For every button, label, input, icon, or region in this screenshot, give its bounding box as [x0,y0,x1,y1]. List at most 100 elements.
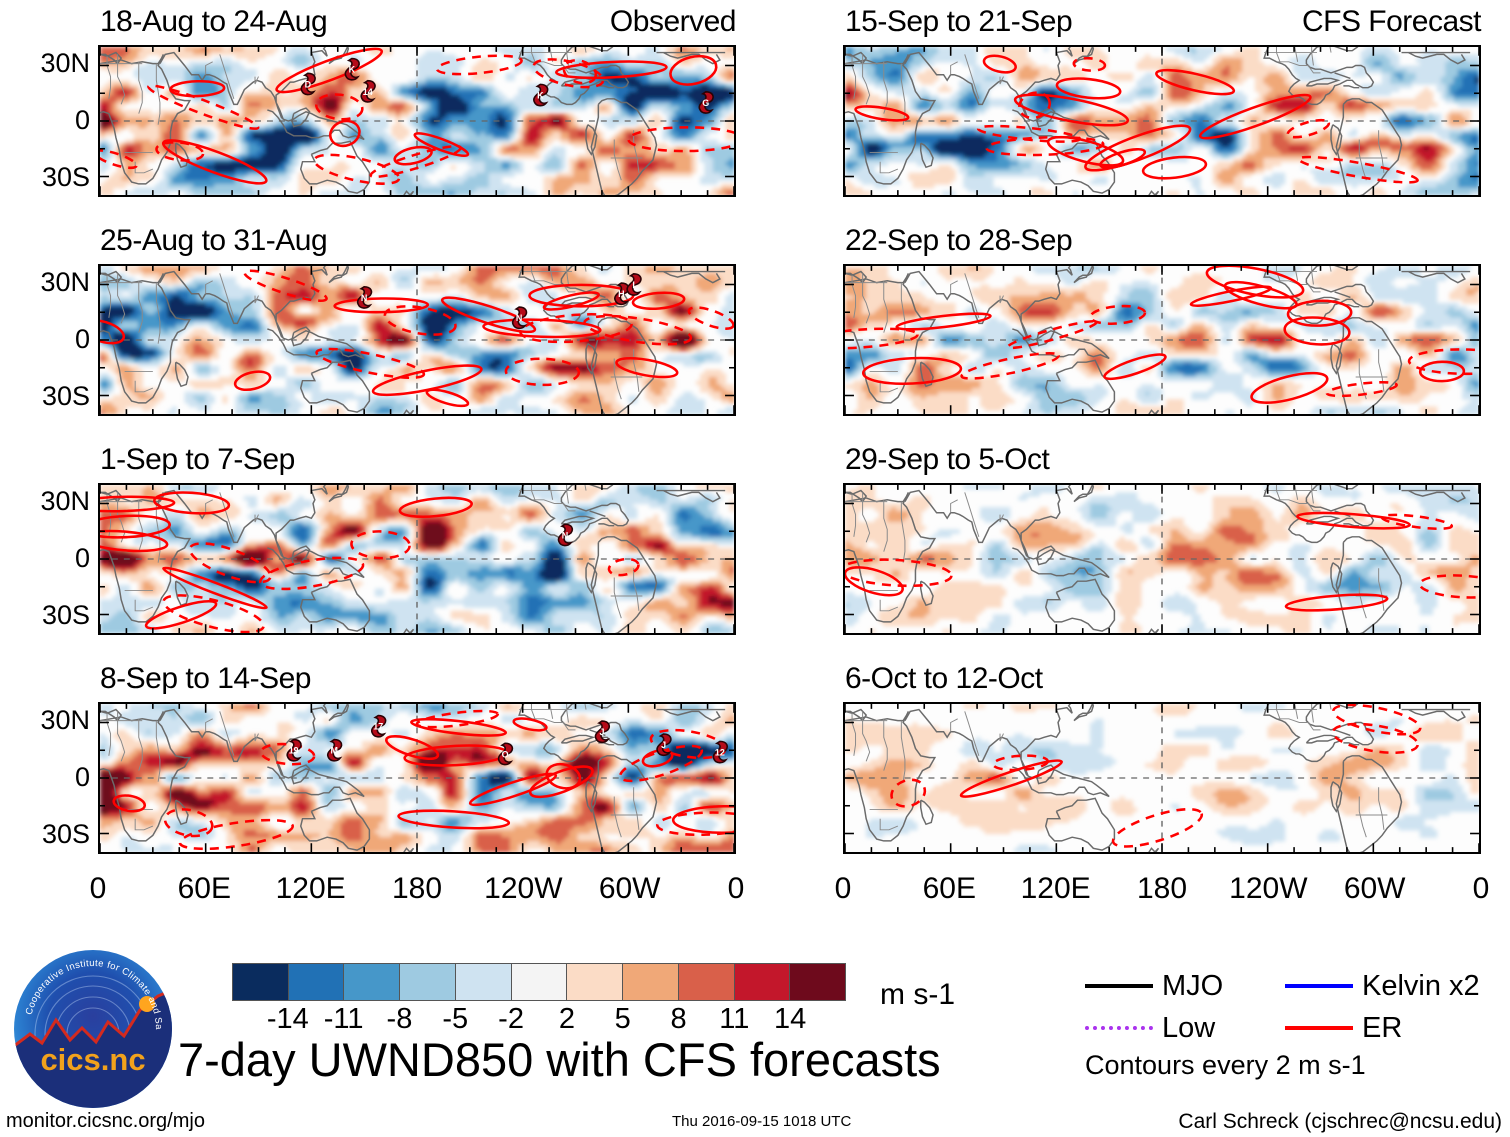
map-canvas-fcs-1 [845,47,1479,195]
axis-ticks [100,266,734,414]
map-panel-fcs-1[interactable] [843,45,1481,197]
footer-timestamp: Thu 2016-09-15 1018 UTC [672,1113,851,1130]
colorbar-segment-4 [455,964,512,1000]
legend-item-kelvin-x2: Kelvin x2 [1285,970,1505,1003]
panel-title-fcs-2: 22-Sep to 28-Sep [845,224,1073,258]
x-axis-tick-label: 180 [1117,872,1207,906]
map-panel-obs-3[interactable]: N [98,483,736,635]
x-axis-tick-label: 0 [798,872,888,906]
y-axis-label: 0 [0,324,90,355]
legend-line-swatch [1285,984,1353,988]
coastlines [845,704,1471,852]
x-axis-tick-label: 0 [691,872,781,906]
cics-nc-logo: Cooperative Institute for Climate and Sa… [9,940,174,1110]
colorbar-tick-labels: -14 -11 -8 -5 -2 2 5 8 11 14 [232,1001,846,1037]
storm-markers: 19 M 17 O J J 12 [286,714,729,766]
political-borders [100,704,643,838]
er-wave-contours [100,47,734,185]
legend-item-mjo: MJO [1085,970,1285,1003]
coastlines [845,485,1471,633]
coastlines [845,47,1471,195]
storm-marker-icon[interactable]: J [594,720,611,744]
storm-label: H [618,289,624,299]
storm-marker-icon[interactable]: I [626,273,642,296]
colorbar-tick-3: -5 [442,1003,468,1036]
storm-label: N [562,530,568,540]
storm-label: 14 [363,87,373,97]
storm-marker-icon[interactable]: M [326,738,343,762]
y-axis-label: 0 [0,762,90,793]
map-panel-fcs-2[interactable] [843,264,1481,416]
x-axis-tick-label: 60W [1330,872,1420,906]
storm-label: N [361,293,367,303]
x-axis-tick-label: 0 [53,872,143,906]
reference-lines [845,47,1479,195]
storm-label: M [330,746,337,756]
storm-label: 12 [715,748,725,758]
map-panel-fcs-3[interactable] [843,483,1481,635]
y-axis-label: 30S [0,381,90,412]
storm-markers: D K 14 K G [300,57,714,114]
storm-markers: N N HI [356,273,642,330]
storm-label: 19 [289,746,299,756]
colorbar-tick-5: 2 [559,1003,575,1036]
storm-marker-icon[interactable]: N [511,306,528,330]
colorbar: -14 -11 -8 -5 -2 2 5 8 11 14 [232,963,846,1037]
map-panel-obs-1[interactable]: D K 14 K G [98,45,736,197]
colorbar-segment-0 [233,964,289,1000]
coastlines [845,266,1471,414]
storm-label: I [632,280,634,290]
footer-website[interactable]: monitor.cicsnc.org/mjo [6,1110,205,1133]
map-panel-obs-4[interactable]: 19 M 17 O J J 12 [98,702,736,854]
colorbar-tick-9: 14 [774,1003,806,1036]
colorbar-tick-4: -2 [498,1003,524,1036]
political-borders [100,485,643,619]
colorbar-units-label: m s-1 [880,978,955,1012]
storm-label: J [599,727,604,737]
storm-marker-icon[interactable]: G [698,91,714,114]
panel-title-fcs-4: 6-Oct to 12-Oct [845,662,1043,696]
legend-label: ER [1362,1012,1402,1045]
reference-lines [100,47,734,195]
panel-title-obs-4: 8-Sep to 14-Sep [100,662,311,696]
map-panel-fcs-4[interactable] [843,702,1481,854]
storm-marker-icon[interactable]: N [356,285,373,309]
x-axis-tick-label: 180 [372,872,462,906]
map-canvas-obs-4: 19 M 17 O J J 12 [100,704,734,852]
axis-ticks [100,704,734,852]
legend-line-swatch [1085,1026,1153,1030]
contour-interval-note: Contours every 2 m s-1 [1085,1050,1366,1081]
colorbar-tick-8: 11 [719,1003,749,1036]
colorbar-segment-10 [790,964,846,1000]
storm-label: K [537,91,544,101]
storm-marker-icon[interactable]: 14 [360,79,376,103]
storm-marker-icon[interactable]: O [497,742,514,766]
storm-marker-icon[interactable]: 19 [286,738,302,762]
colorbar-segment-7 [623,964,679,1000]
political-borders [100,266,643,400]
storm-marker-icon[interactable]: D [300,72,316,96]
storm-markers: N [557,523,574,547]
storm-marker-icon[interactable]: K [533,83,549,107]
er-wave-contours [112,709,734,851]
axis-ticks [100,485,734,633]
map-canvas-obs-1: D K 14 K G [100,47,734,195]
reference-lines [100,704,734,852]
forecast-column-label: CFS Forecast [1251,5,1482,39]
storm-marker-icon[interactable]: K [344,57,360,81]
storm-marker-icon[interactable]: 17 [370,714,387,738]
logo-wordmark: cics.nc [40,1042,145,1077]
y-axis-label: 30S [0,600,90,631]
storm-label: 17 [373,722,383,732]
x-axis-tick-label: 60E [904,872,994,906]
storm-marker-icon[interactable]: 12 [712,740,729,764]
storm-marker-icon[interactable]: J [656,733,672,757]
x-axis-tick-label: 120W [478,872,568,906]
axis-ticks [845,266,1479,414]
map-canvas-obs-2: N N HI [100,266,734,414]
footer-author[interactable]: Carl Schreck (cjschrec@ncsu.edu) [1178,1110,1502,1134]
colorbar-segment-1 [288,964,345,1000]
x-axis-tick-label: 120E [266,872,356,906]
storm-marker-icon[interactable]: N [557,523,574,547]
